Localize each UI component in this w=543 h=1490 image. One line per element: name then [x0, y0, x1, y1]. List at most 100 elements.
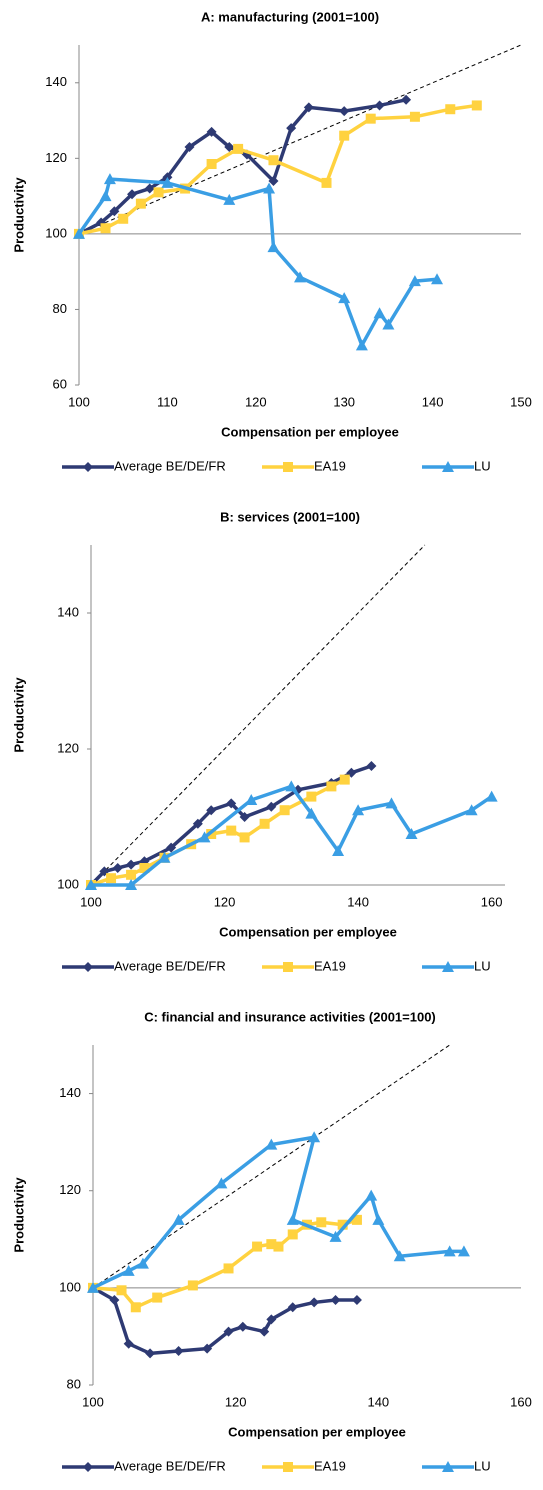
- legend-label: EA19: [314, 458, 346, 473]
- marker: [206, 159, 217, 169]
- x-tick-label: 100: [68, 394, 90, 409]
- chart-title: A: manufacturing (2001=100): [201, 9, 379, 24]
- marker: [372, 1213, 385, 1225]
- marker: [109, 206, 120, 217]
- y-tick-label: 120: [57, 740, 79, 755]
- marker: [287, 1302, 298, 1313]
- marker: [337, 1219, 348, 1230]
- y-tick-label: 60: [53, 376, 67, 391]
- marker: [283, 462, 293, 472]
- marker: [285, 780, 298, 792]
- legend-label: Average BE/DE/FR: [114, 458, 226, 473]
- x-tick-label: 120: [225, 1394, 247, 1409]
- marker: [266, 801, 277, 812]
- x-tick-label: 120: [245, 394, 267, 409]
- chart-title: B: services (2001=100): [220, 509, 360, 524]
- marker: [152, 1292, 163, 1303]
- x-tick-label: 110: [157, 394, 178, 409]
- marker: [365, 1189, 378, 1201]
- marker: [184, 142, 195, 152]
- marker: [393, 1250, 406, 1262]
- marker: [126, 859, 137, 870]
- marker: [401, 94, 412, 105]
- marker: [85, 879, 97, 890]
- marker: [373, 307, 386, 319]
- marker: [259, 818, 270, 829]
- marker: [442, 961, 454, 972]
- marker: [161, 176, 174, 188]
- y-tick-label: 140: [57, 604, 79, 619]
- marker: [309, 1297, 320, 1308]
- marker: [139, 863, 150, 873]
- y-tick-label: 100: [57, 876, 79, 891]
- marker: [259, 1326, 270, 1337]
- marker: [443, 1245, 456, 1257]
- series-line: [77, 177, 438, 348]
- marker: [287, 1229, 298, 1240]
- marker: [279, 805, 290, 816]
- marker: [239, 832, 250, 843]
- marker: [283, 1462, 293, 1472]
- marker: [266, 1239, 277, 1250]
- marker: [374, 100, 385, 111]
- marker: [385, 797, 398, 809]
- legend-label: EA19: [314, 1458, 346, 1473]
- marker: [233, 143, 244, 154]
- y-tick-label: 100: [45, 225, 67, 240]
- marker: [215, 1177, 228, 1189]
- marker: [226, 798, 237, 809]
- marker: [206, 126, 217, 137]
- chart-panel: C: financial and insurance activities (2…: [11, 1009, 531, 1473]
- marker: [252, 1241, 263, 1252]
- marker: [445, 104, 456, 115]
- marker: [471, 100, 482, 111]
- y-tick-label: 100: [59, 1279, 81, 1294]
- marker: [308, 1131, 321, 1143]
- marker: [339, 106, 350, 117]
- marker: [224, 142, 235, 152]
- diagonal-line: [78, 44, 522, 235]
- marker: [339, 130, 350, 141]
- marker: [172, 1213, 185, 1225]
- y-tick-label: 120: [45, 150, 67, 165]
- marker: [263, 182, 276, 194]
- marker: [303, 102, 314, 113]
- legend-label: LU: [474, 1458, 491, 1473]
- chart-panel: B: services (2001=100) Productivity Compen…: [11, 509, 505, 973]
- marker: [83, 962, 93, 972]
- marker: [239, 812, 250, 822]
- marker: [442, 1461, 454, 1472]
- marker: [166, 842, 177, 853]
- legend-label: EA19: [314, 958, 346, 973]
- marker: [130, 1302, 141, 1313]
- marker: [158, 851, 171, 863]
- marker: [316, 1217, 327, 1228]
- marker: [223, 1326, 234, 1337]
- series-line: [92, 1135, 464, 1290]
- marker: [326, 781, 337, 792]
- marker: [339, 774, 350, 785]
- marker: [192, 818, 203, 829]
- marker: [153, 187, 164, 198]
- legend-label: Average BE/DE/FR: [114, 958, 226, 973]
- x-tick-label: 150: [510, 394, 532, 409]
- marker: [206, 805, 217, 816]
- marker: [226, 825, 237, 836]
- x-tick-label: 100: [80, 894, 102, 909]
- x-axis-label: Compensation per employee: [221, 424, 399, 439]
- marker: [173, 1346, 184, 1356]
- x-axis-label: Compensation per employee: [228, 1424, 406, 1439]
- marker: [485, 790, 498, 802]
- marker: [145, 1348, 156, 1359]
- marker: [198, 831, 211, 843]
- series-line: [78, 98, 407, 236]
- marker: [83, 1462, 93, 1472]
- marker: [283, 962, 293, 972]
- x-tick-label: 100: [82, 1394, 104, 1409]
- marker: [351, 1295, 362, 1305]
- diagonal-line: [90, 544, 426, 886]
- marker: [116, 1285, 127, 1296]
- y-tick-label: 80: [67, 1376, 81, 1391]
- marker: [273, 1241, 284, 1252]
